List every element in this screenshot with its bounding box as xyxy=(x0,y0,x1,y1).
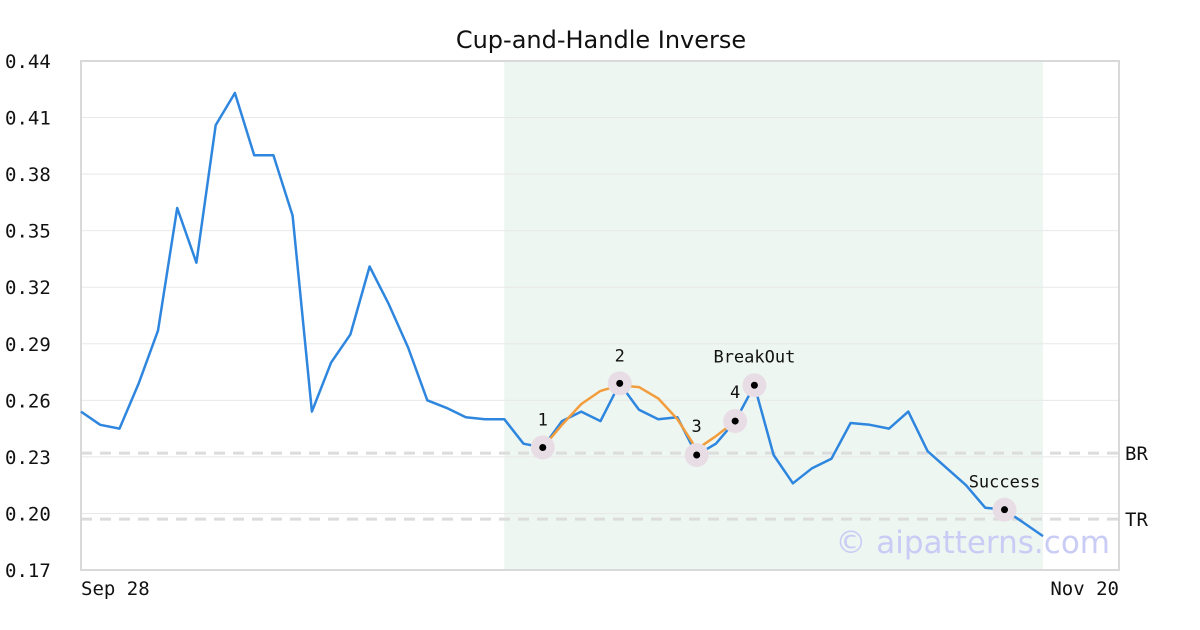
marker-label: 3 xyxy=(692,417,702,437)
marker-layer: 1 2 3 4 BreakOut Success xyxy=(530,346,1041,522)
marker-dot xyxy=(731,417,739,425)
marker-label: BreakOut xyxy=(713,347,795,367)
watermark: © aipatterns.com xyxy=(835,525,1110,561)
y-tick-label: 0.38 xyxy=(5,164,51,186)
highlight-band xyxy=(504,61,1043,570)
y-tick-label: 0.23 xyxy=(5,447,51,469)
marker-dot xyxy=(750,381,758,389)
y-axis-ticks: 0.44 0.41 0.38 0.35 0.32 0.29 0.26 0.23 0.20 0.17 xyxy=(5,51,51,582)
y-tick-label: 0.44 xyxy=(5,51,51,73)
reference-line-label: TR xyxy=(1125,509,1148,531)
reference-line-label: BR xyxy=(1125,443,1148,465)
highlight-band-layer xyxy=(504,61,1043,570)
price-line xyxy=(80,91,1044,538)
plot-frame xyxy=(80,60,1120,571)
y-tick-label: 0.32 xyxy=(5,277,51,299)
marker-dot xyxy=(693,451,701,459)
x-axis-ticks: Sep 28 Nov 20 xyxy=(81,578,1119,600)
chart-title: Cup-and-Handle Inverse xyxy=(456,26,746,54)
marker-label: Success xyxy=(969,473,1041,493)
reference-line-layer: BR TR xyxy=(81,443,1148,531)
x-tick-label: Sep 28 xyxy=(81,578,150,600)
y-tick-label: 0.26 xyxy=(5,390,51,412)
marker-label: 2 xyxy=(615,346,625,366)
y-tick-label: 0.20 xyxy=(5,503,51,525)
marker-dot xyxy=(1001,506,1009,514)
marker-dot xyxy=(616,379,624,387)
y-tick-label: 0.17 xyxy=(5,560,51,582)
marker-label: 1 xyxy=(538,410,548,430)
y-tick-label: 0.41 xyxy=(5,108,51,130)
y-tick-label: 0.35 xyxy=(5,221,51,243)
x-tick-label: Nov 20 xyxy=(1050,578,1119,600)
y-tick-label: 0.29 xyxy=(5,334,51,356)
series-layer xyxy=(80,91,1044,538)
marker-label: 4 xyxy=(730,383,740,403)
marker-dot xyxy=(539,443,547,451)
